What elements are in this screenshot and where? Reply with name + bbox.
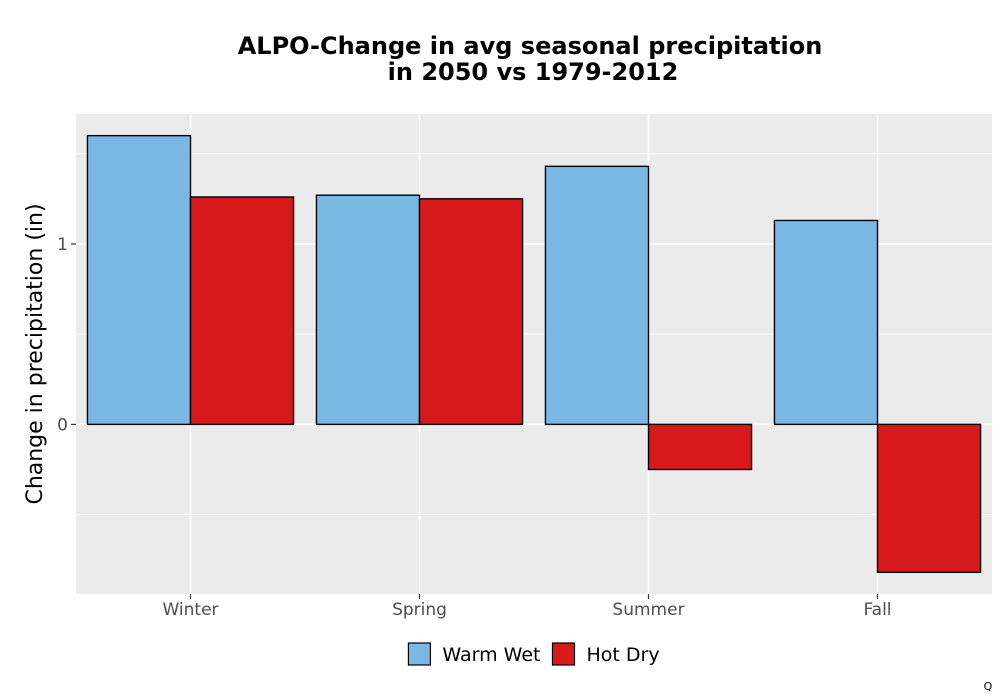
chart-title-line-1: ALPO-Change in avg seasonal precipitatio… bbox=[238, 32, 823, 60]
legend: Warm Wet Hot Dry bbox=[407, 642, 660, 666]
bars bbox=[86, 134, 982, 574]
x-tick-label-spring: Spring bbox=[392, 600, 447, 620]
y-tick-label: 0 bbox=[57, 415, 68, 435]
legend-key-warm-wet bbox=[407, 642, 432, 666]
bar-warm-wet-summer bbox=[544, 165, 650, 426]
x-tick-label-winter: Winter bbox=[162, 600, 218, 620]
chart-title-line-2: in 2050 vs 1979-2012 bbox=[388, 58, 679, 86]
bar-hot-dry-spring bbox=[418, 198, 524, 426]
legend-label-hot-dry: Hot Dry bbox=[586, 644, 659, 666]
x-tick-label-fall: Fall bbox=[863, 600, 891, 620]
legend-key-hot-dry bbox=[551, 642, 576, 666]
legend-label-warm-wet: Warm Wet bbox=[442, 644, 540, 666]
bar-hot-dry-winter bbox=[189, 196, 295, 426]
y-axis-ticks: 01 bbox=[57, 235, 76, 435]
x-tick-label-summer: Summer bbox=[612, 600, 684, 620]
bar-warm-wet-fall bbox=[773, 219, 879, 426]
chart-title: ALPO-Change in avg seasonal precipitatio… bbox=[238, 32, 823, 86]
y-tick-label: 1 bbox=[57, 235, 68, 255]
bar-hot-dry-summer bbox=[647, 423, 753, 471]
y-axis-label: Change in precipitation (in) bbox=[23, 203, 48, 504]
corner-mark: Q bbox=[984, 680, 993, 693]
x-axis-ticks: Winter Spring Summer Fall bbox=[162, 594, 892, 620]
bar-warm-wet-spring bbox=[315, 194, 421, 426]
bar-hot-dry-fall bbox=[876, 423, 982, 574]
bar-warm-wet-winter bbox=[86, 134, 192, 426]
